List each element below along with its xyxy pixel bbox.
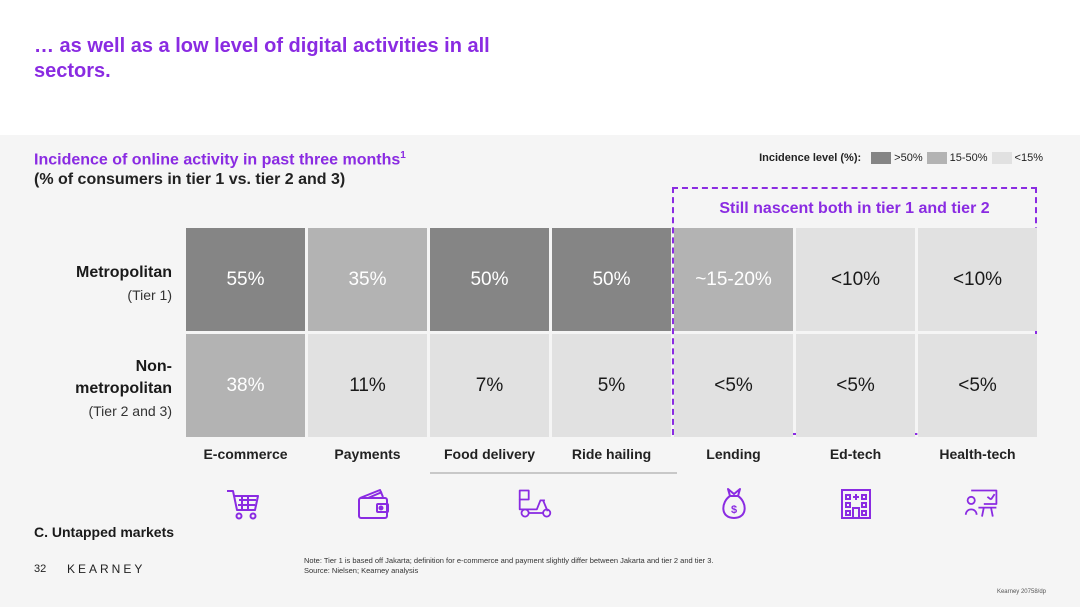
section-label: C. Untapped markets: [34, 524, 175, 540]
row-sub: (Tier 2 and 3): [88, 403, 172, 419]
heatmap-cell: 50%: [552, 228, 671, 331]
column-label: Food delivery: [443, 446, 536, 462]
heatmap-cell: 50%: [430, 228, 549, 331]
column-label: Ride hailing: [571, 446, 652, 462]
legend-label-mid: 15-50%: [949, 152, 988, 164]
heatmap-cell: 5%: [552, 334, 671, 437]
legend-label-low: <15%: [1014, 152, 1043, 164]
row-name: Metropolitan: [76, 264, 172, 281]
heatmap-cell: 38%: [186, 334, 305, 437]
doctor-icon: [964, 489, 998, 517]
legend-swatch-mid: [926, 152, 947, 164]
column-label: E-commerce: [203, 446, 288, 462]
svg-text:$: $: [731, 504, 737, 516]
row-name: Non-metropolitan: [75, 358, 172, 397]
heatmap-cell: <5%: [796, 334, 915, 437]
reference-code: Kearney 20758/dp: [996, 589, 1046, 595]
chart-subtitle: Incidence of online activity in past thr…: [34, 146, 406, 190]
column-underline: [430, 472, 677, 474]
column-label: Payments: [334, 446, 401, 462]
delivery-scooter-icon: [518, 489, 552, 518]
column-label: Health-tech: [939, 446, 1016, 462]
heatmap-cell: 55%: [186, 228, 305, 331]
wallet-icon: [358, 489, 389, 519]
row-label-non-metropolitan: Non-metropolitan (Tier 2 and 3): [40, 356, 172, 423]
subtitle-line-1: Incidence of online activity in past thr…: [34, 151, 401, 169]
heatmap-cell: 11%: [308, 334, 427, 437]
heatmap-cell: 7%: [430, 334, 549, 437]
heatmap-cell: <5%: [674, 334, 793, 437]
money-bag-icon: $: [722, 488, 746, 519]
column-label: Lending: [706, 446, 761, 462]
slide-title: … as well as a low level of digital acti…: [34, 35, 490, 82]
legend-swatch-low: [991, 152, 1012, 164]
heatmap-cell: 35%: [308, 228, 427, 331]
row-label-metropolitan: Metropolitan (Tier 1): [40, 262, 172, 307]
row-sub: (Tier 1): [127, 287, 172, 303]
subtitle-line-2: (% of consumers in tier 1 vs. tier 2 and…: [34, 171, 346, 189]
footnote: Note: Tier 1 is based off Jakarta; defin…: [304, 556, 714, 576]
source-text: Source: Nielsen; Kearney analysis: [304, 566, 419, 575]
building-icon: [841, 489, 871, 519]
column-label: Ed-tech: [829, 446, 882, 462]
heatmap-cell: <5%: [918, 334, 1037, 437]
legend-swatch-high: [871, 152, 892, 164]
legend: Incidence level (%): >50% 15-50% <15%: [759, 152, 1043, 164]
heatmap-cell: <10%: [796, 228, 915, 331]
cart-icon: [227, 490, 259, 520]
footnote-mark: 1: [400, 150, 406, 161]
legend-title: Incidence level (%):: [759, 152, 862, 164]
legend-label-high: >50%: [894, 152, 923, 164]
page-number: 32: [34, 563, 47, 575]
note-text: Note: Tier 1 is based off Jakarta; defin…: [304, 556, 714, 565]
callout-label: Still nascent both in tier 1 and tier 2: [719, 200, 990, 217]
heatmap-cell: ~15-20%: [674, 228, 793, 331]
heatmap-cell: <10%: [918, 228, 1037, 331]
kearney-logo: KEARNEY: [67, 562, 146, 576]
